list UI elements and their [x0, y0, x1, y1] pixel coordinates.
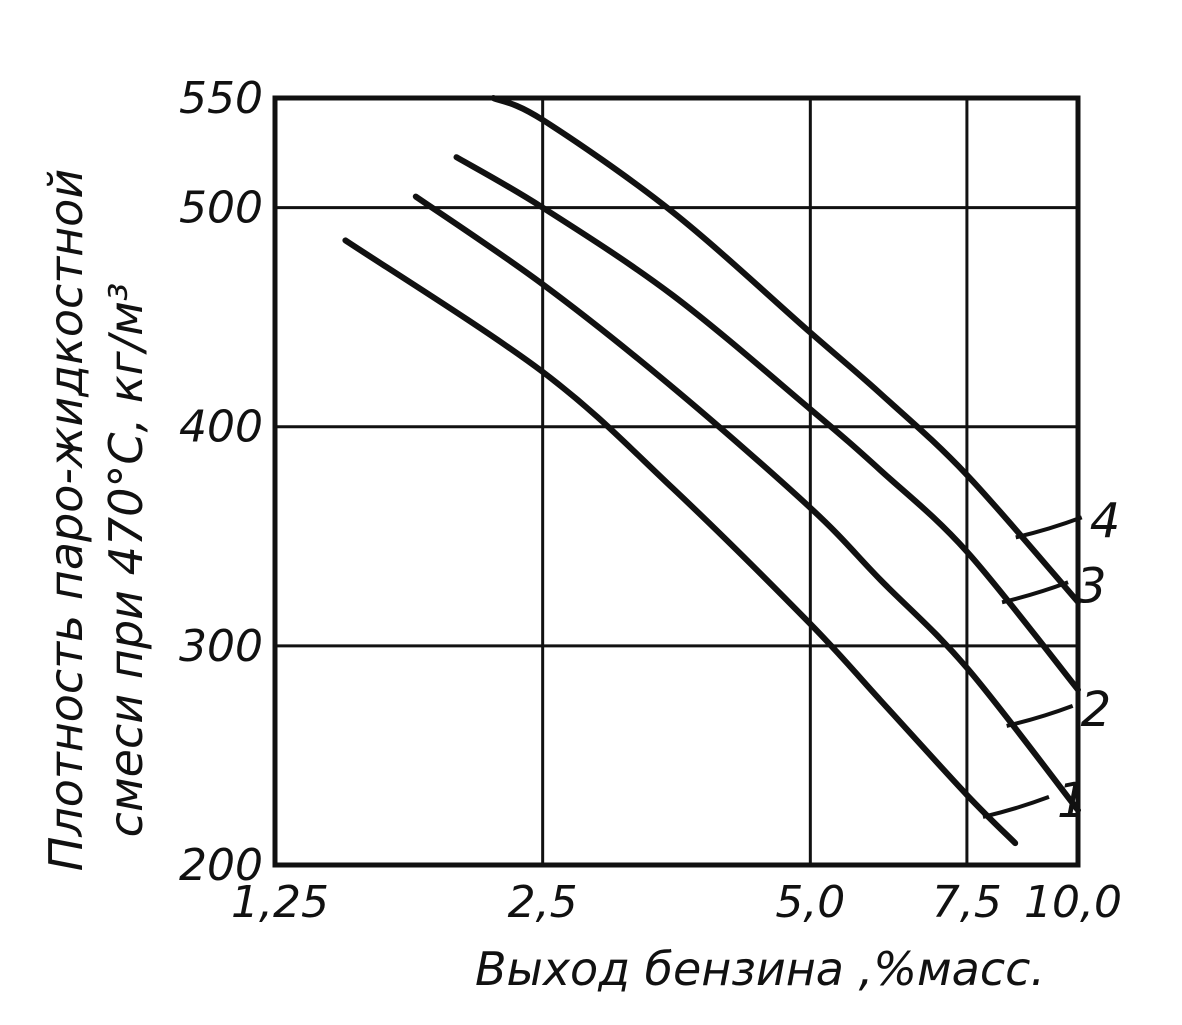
- series-label-4: 4: [1090, 493, 1121, 549]
- y-tick-label: 550: [179, 73, 263, 124]
- y-tick-label: 500: [179, 183, 263, 234]
- y-tick-label: 300: [179, 621, 263, 672]
- plot-frame: [272, 95, 1081, 868]
- x-tick-label: 5,0: [775, 877, 845, 928]
- series-leader-2: [1006, 704, 1074, 728]
- series-leader-4: [1015, 515, 1083, 540]
- x-axis-label: Выход бензина ,%масс.: [475, 942, 1045, 996]
- series-label-3: 3: [1076, 558, 1107, 614]
- series-line-3: [453, 154, 1081, 693]
- tick-layer: 1,25 2,5 5,0 7,5 10,0 200 300 400 500 550: [179, 73, 1122, 928]
- x-tick-label: 2,5: [508, 877, 578, 928]
- series-line-2: [412, 193, 1081, 814]
- y-tick-label: 200: [179, 840, 263, 891]
- series-leader-3: [1001, 580, 1069, 605]
- series-layer: [342, 95, 1081, 847]
- series-label-1: 1: [1057, 773, 1088, 829]
- x-tick-label: 7,5: [932, 877, 1002, 928]
- series-line-4: [490, 95, 1081, 605]
- grid-layer: [275, 98, 1078, 865]
- series-leader-1: [982, 795, 1050, 819]
- y-axis-label-line-2: смеси при 470°C, кг/м³: [99, 283, 153, 838]
- x-tick-label: 10,0: [1024, 877, 1122, 928]
- y-axis-label-line-1: Плотность паро-жидкостной: [39, 169, 93, 871]
- y-tick-label: 400: [179, 402, 263, 453]
- series-line-1: [342, 237, 1019, 847]
- series-label-2: 2: [1081, 682, 1112, 738]
- x-tick-label: 1,25: [231, 877, 329, 928]
